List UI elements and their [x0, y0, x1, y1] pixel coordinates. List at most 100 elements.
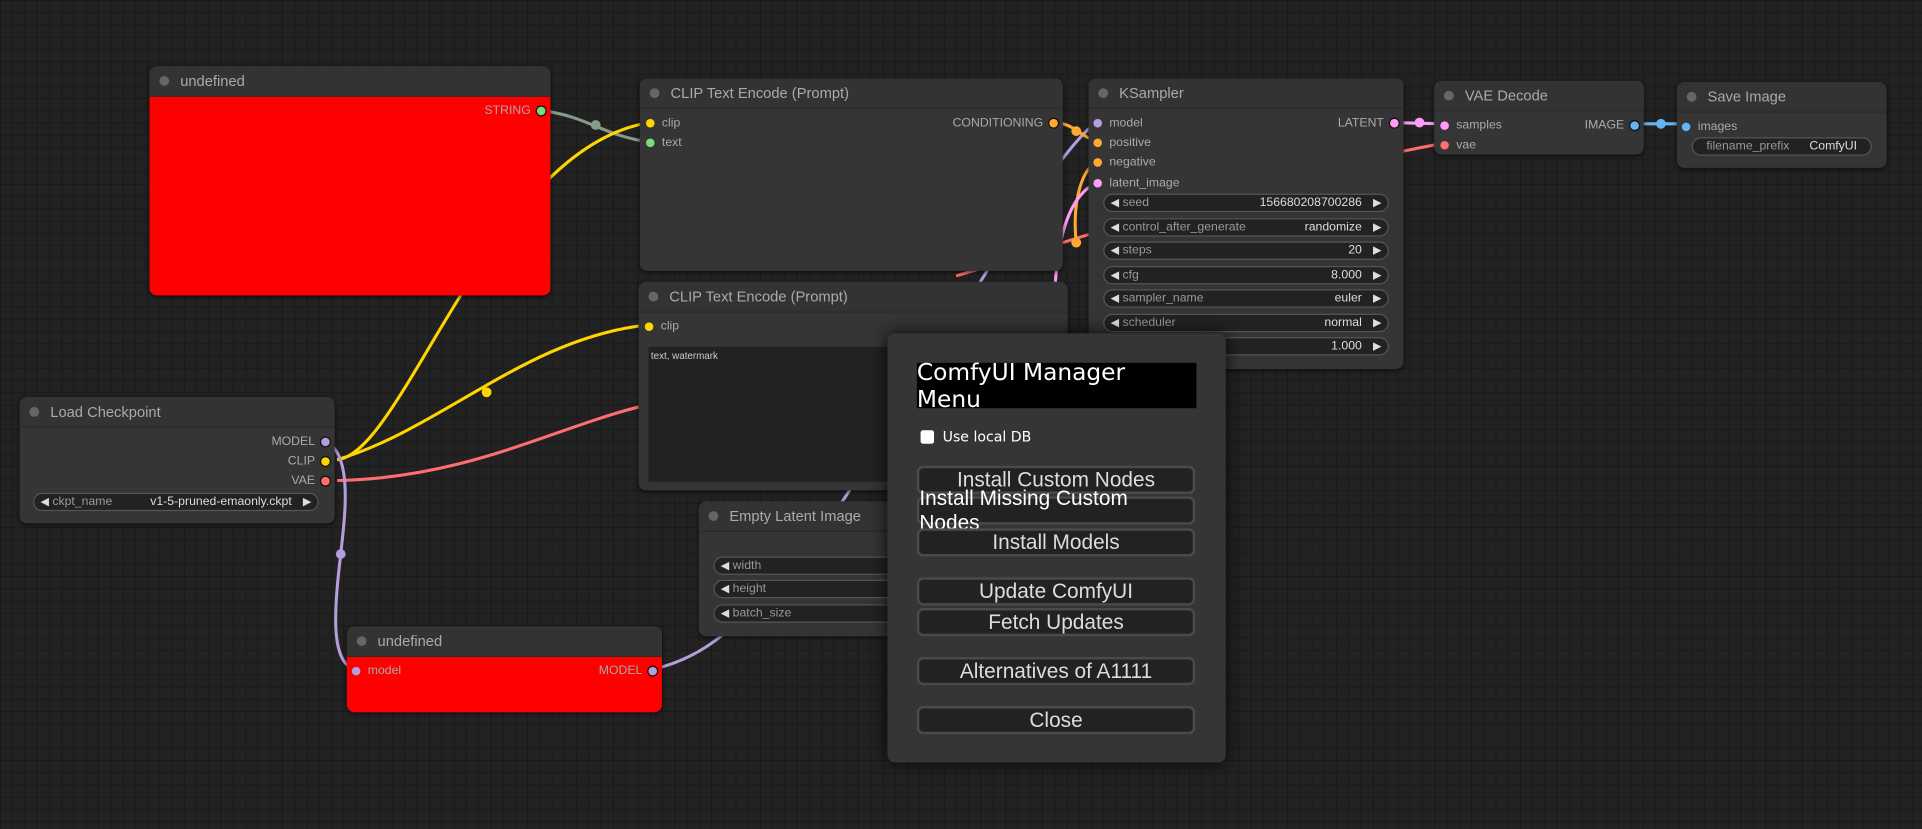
node-load-checkpoint[interactable]: Load Checkpoint MODEL CLIP VAE ◀ ckpt_na…	[19, 397, 335, 524]
slot-dot-icon[interactable]	[645, 137, 655, 147]
node-header[interactable]: undefined	[149, 66, 551, 97]
node-title: CLIP Text Encode (Prompt)	[669, 288, 848, 306]
node-header[interactable]: CLIP Text Encode (Prompt)	[638, 281, 1068, 313]
decrement-arrow-icon[interactable]: ◀	[1110, 243, 1120, 257]
decrement-arrow-icon[interactable]: ◀	[1110, 220, 1120, 233]
node-undefined-string[interactable]: undefined STRING	[149, 66, 551, 296]
input-samples[interactable]: samples	[1440, 116, 1502, 133]
install-missing-custom-nodes-button[interactable]: Install Missing Custom Nodes	[916, 486, 1196, 534]
slot-dot-icon[interactable]	[1681, 121, 1691, 131]
decrement-arrow-icon[interactable]: ◀	[40, 495, 49, 508]
output-model[interactable]: MODEL	[599, 662, 658, 679]
slot-dot-icon[interactable]	[1093, 157, 1102, 167]
node-header[interactable]: VAE Decode	[1434, 80, 1644, 112]
slot-dot-icon[interactable]	[644, 321, 654, 331]
collapse-dot-icon[interactable]	[356, 636, 367, 646]
collapse-dot-icon[interactable]	[708, 511, 719, 521]
node-vae-decode[interactable]: VAE Decode samples vae IMAGE	[1434, 80, 1644, 155]
output-vae[interactable]: VAE	[291, 472, 330, 489]
collapse-dot-icon[interactable]	[1443, 90, 1454, 101]
output-conditioning[interactable]: CONDITIONING	[953, 114, 1058, 131]
slot-dot-icon[interactable]	[536, 106, 546, 115]
close-button[interactable]: Close	[916, 706, 1196, 735]
input-positive[interactable]: positive	[1093, 134, 1151, 151]
input-vae[interactable]: vae	[1440, 136, 1476, 153]
output-string[interactable]: STRING	[484, 102, 546, 119]
slot-dot-icon[interactable]	[645, 118, 655, 127]
widget-cfg[interactable]: ◀ cfg 8.000 ▶	[1103, 265, 1389, 285]
widget-control-after-generate[interactable]: ◀ control_after_generate randomize ▶	[1103, 218, 1389, 237]
slot-dot-icon[interactable]	[1440, 120, 1449, 130]
slot-dot-icon[interactable]	[321, 456, 330, 466]
node-clip-text-encode-positive[interactable]: CLIP Text Encode (Prompt) clip text COND…	[639, 78, 1063, 271]
increment-arrow-icon[interactable]: ▶	[1372, 291, 1382, 304]
widget-steps[interactable]: ◀ steps 20 ▶	[1103, 241, 1389, 260]
increment-arrow-icon[interactable]: ▶	[1372, 339, 1382, 352]
output-latent[interactable]: LATENT	[1338, 114, 1399, 131]
slot-dot-icon[interactable]	[321, 476, 330, 485]
slot-dot-icon[interactable]	[1093, 137, 1102, 147]
node-header[interactable]: undefined	[346, 626, 662, 658]
widget-filename-prefix[interactable]: filename_prefix ComfyUI	[1691, 137, 1872, 156]
alternatives-of-a1111-button[interactable]: Alternatives of A1111	[916, 657, 1196, 686]
slot-label: IMAGE	[1584, 118, 1625, 132]
output-model[interactable]: MODEL	[271, 433, 330, 450]
slot-dot-icon[interactable]	[1093, 178, 1102, 187]
widget-seed[interactable]: ◀ seed 156680208700286 ▶	[1103, 193, 1389, 213]
slot-dot-icon[interactable]	[1093, 118, 1102, 127]
update-comfyui-button[interactable]: Update ComfyUI	[916, 577, 1196, 606]
node-header[interactable]: KSampler	[1088, 78, 1404, 110]
decrement-arrow-icon[interactable]: ◀	[1110, 268, 1120, 281]
slot-dot-icon[interactable]	[1049, 118, 1058, 127]
input-model[interactable]: model	[351, 662, 401, 679]
node-save-image[interactable]: Save Image images filename_prefix ComfyUI	[1676, 82, 1887, 168]
increment-arrow-icon[interactable]: ▶	[1372, 220, 1382, 233]
collapse-dot-icon[interactable]	[159, 75, 170, 86]
increment-arrow-icon[interactable]: ▶	[1372, 243, 1382, 257]
decrement-arrow-icon[interactable]: ◀	[720, 606, 730, 620]
install-models-button[interactable]: Install Models	[916, 528, 1196, 557]
slot-dot-icon[interactable]	[1390, 118, 1399, 127]
collapse-dot-icon[interactable]	[648, 291, 659, 302]
increment-arrow-icon[interactable]: ▶	[1372, 196, 1382, 209]
increment-arrow-icon[interactable]: ▶	[1372, 316, 1382, 329]
slot-dot-icon[interactable]	[321, 436, 330, 446]
input-negative[interactable]: negative	[1093, 153, 1156, 170]
input-clip[interactable]: clip	[644, 317, 679, 334]
collapse-dot-icon[interactable]	[29, 406, 40, 417]
decrement-arrow-icon[interactable]: ◀	[1110, 316, 1120, 329]
node-ksampler[interactable]: KSampler model positive negative latent_…	[1088, 78, 1404, 369]
input-model[interactable]: model	[1093, 114, 1143, 131]
decrement-arrow-icon[interactable]: ◀	[720, 558, 730, 572]
widget-ckpt-name[interactable]: ◀ ckpt_name v1-5-pruned-emaonly.ckpt ▶	[33, 492, 319, 512]
use-local-db-checkbox[interactable]: Use local DB	[920, 428, 1031, 445]
checkbox-box[interactable]	[920, 429, 935, 444]
input-images[interactable]: images	[1681, 118, 1737, 135]
install-custom-nodes-button[interactable]: Install Custom Nodes	[916, 465, 1196, 494]
decrement-arrow-icon[interactable]: ◀	[720, 582, 730, 595]
fetch-updates-button[interactable]: Fetch Updates	[916, 607, 1196, 637]
input-clip[interactable]: clip	[645, 114, 680, 131]
collapse-dot-icon[interactable]	[649, 88, 660, 99]
increment-arrow-icon[interactable]: ▶	[302, 495, 312, 508]
output-image[interactable]: IMAGE	[1585, 116, 1639, 133]
node-undefined-model[interactable]: undefined model MODEL	[346, 626, 662, 713]
slot-dot-icon[interactable]	[1630, 120, 1639, 130]
node-header[interactable]: Load Checkpoint	[19, 397, 335, 428]
slot-dot-icon[interactable]	[1440, 140, 1449, 149]
decrement-arrow-icon[interactable]: ◀	[1110, 291, 1120, 304]
increment-arrow-icon[interactable]: ▶	[1372, 268, 1382, 281]
output-clip[interactable]: CLIP	[288, 452, 330, 469]
input-text[interactable]: text	[645, 134, 682, 151]
collapse-dot-icon[interactable]	[1686, 91, 1697, 102]
node-header[interactable]: CLIP Text Encode (Prompt)	[639, 78, 1063, 110]
slot-dot-icon[interactable]	[351, 666, 361, 675]
slot-dot-icon[interactable]	[648, 666, 658, 675]
widget-sampler-name[interactable]: ◀ sampler_name euler ▶	[1103, 289, 1389, 308]
input-latent-image[interactable]: latent_image	[1093, 174, 1180, 191]
widget-scheduler[interactable]: ◀ scheduler normal ▶	[1103, 313, 1389, 333]
node-header[interactable]: Save Image	[1676, 82, 1887, 113]
collapse-dot-icon[interactable]	[1098, 88, 1109, 99]
decrement-arrow-icon[interactable]: ◀	[1110, 196, 1120, 209]
